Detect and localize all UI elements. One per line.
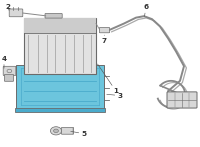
Text: 6: 6 — [143, 4, 149, 16]
Circle shape — [54, 129, 58, 133]
FancyBboxPatch shape — [4, 75, 14, 81]
FancyBboxPatch shape — [24, 18, 96, 74]
Circle shape — [50, 127, 62, 135]
FancyBboxPatch shape — [9, 9, 23, 17]
FancyBboxPatch shape — [45, 14, 62, 18]
FancyBboxPatch shape — [99, 27, 110, 33]
FancyBboxPatch shape — [16, 65, 104, 109]
Text: 5: 5 — [71, 131, 87, 137]
Text: 3: 3 — [107, 93, 122, 98]
FancyBboxPatch shape — [24, 18, 96, 33]
FancyBboxPatch shape — [3, 66, 16, 76]
FancyBboxPatch shape — [15, 108, 105, 112]
FancyBboxPatch shape — [167, 92, 197, 108]
FancyBboxPatch shape — [61, 127, 74, 134]
Text: 1: 1 — [98, 64, 118, 94]
Text: 2: 2 — [6, 4, 10, 10]
Text: 4: 4 — [2, 56, 6, 68]
Text: 7: 7 — [102, 35, 106, 44]
